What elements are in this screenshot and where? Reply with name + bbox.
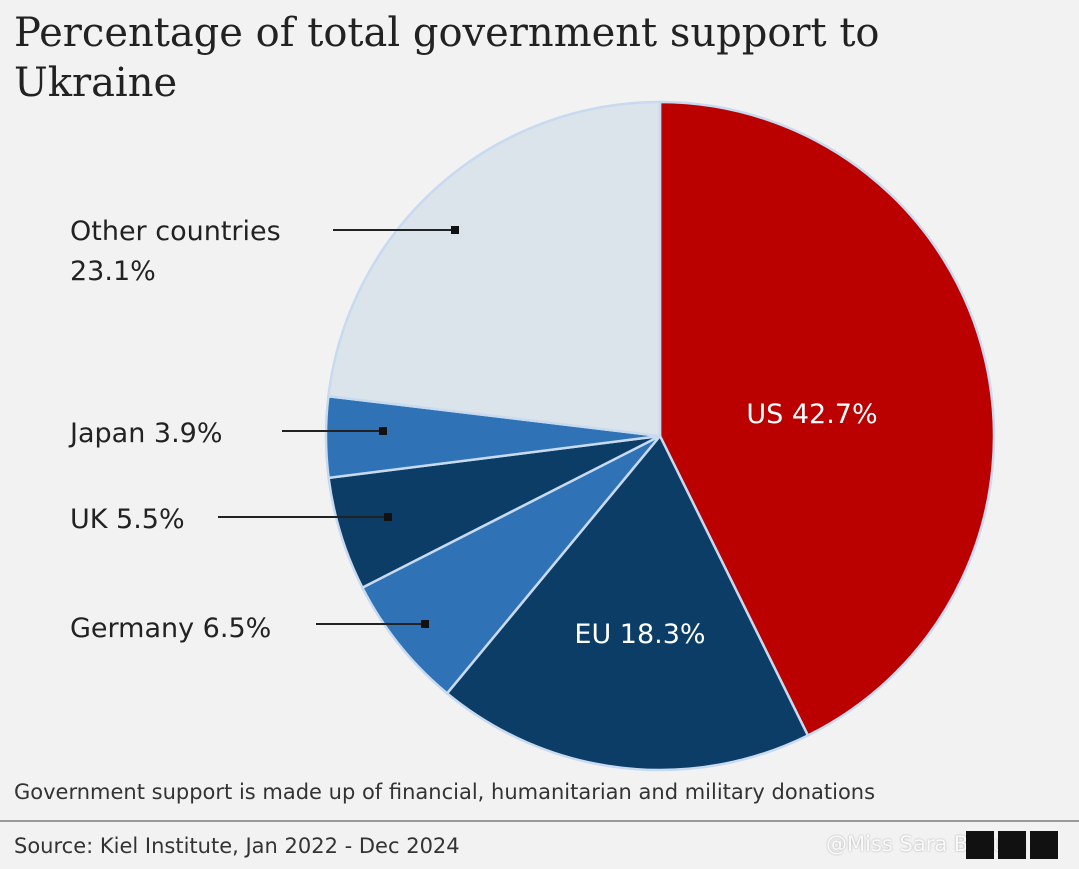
chart-title: Percentage of total government support t… bbox=[14, 10, 880, 106]
chart-note: Government support is made up of financi… bbox=[14, 780, 876, 804]
pie-slice-us bbox=[658, 100, 996, 738]
slice-label-uk: UK 5.5% bbox=[70, 504, 185, 535]
chart-source: Source: Kiel Institute, Jan 2022 - Dec 2… bbox=[14, 834, 460, 858]
slice-label-germany: Germany 6.5% bbox=[70, 613, 271, 644]
pie-slice-germany bbox=[360, 434, 661, 696]
leader-dot-other-countries bbox=[451, 226, 459, 234]
leader-dot-germany bbox=[421, 620, 429, 628]
pie-slice-eu bbox=[445, 433, 810, 772]
leader-dot-japan bbox=[379, 427, 387, 435]
slice-value-other-countries: 23.1% bbox=[70, 256, 156, 287]
divider bbox=[0, 820, 1079, 822]
slice-label-japan: Japan 3.9% bbox=[68, 418, 222, 449]
slice-label-us: US 42.7% bbox=[746, 399, 877, 430]
slice-label-eu: EU 18.3% bbox=[574, 619, 705, 650]
pie-chart: US 42.7% EU 18.3% Germany 6.5% UK 5.5% Japan… bbox=[68, 100, 996, 772]
bbc-logo bbox=[966, 831, 1058, 859]
leader-dot-uk bbox=[384, 513, 392, 521]
slice-label-other-countries: Other countries bbox=[70, 216, 281, 247]
pie-slice-other-countries bbox=[326, 100, 662, 438]
